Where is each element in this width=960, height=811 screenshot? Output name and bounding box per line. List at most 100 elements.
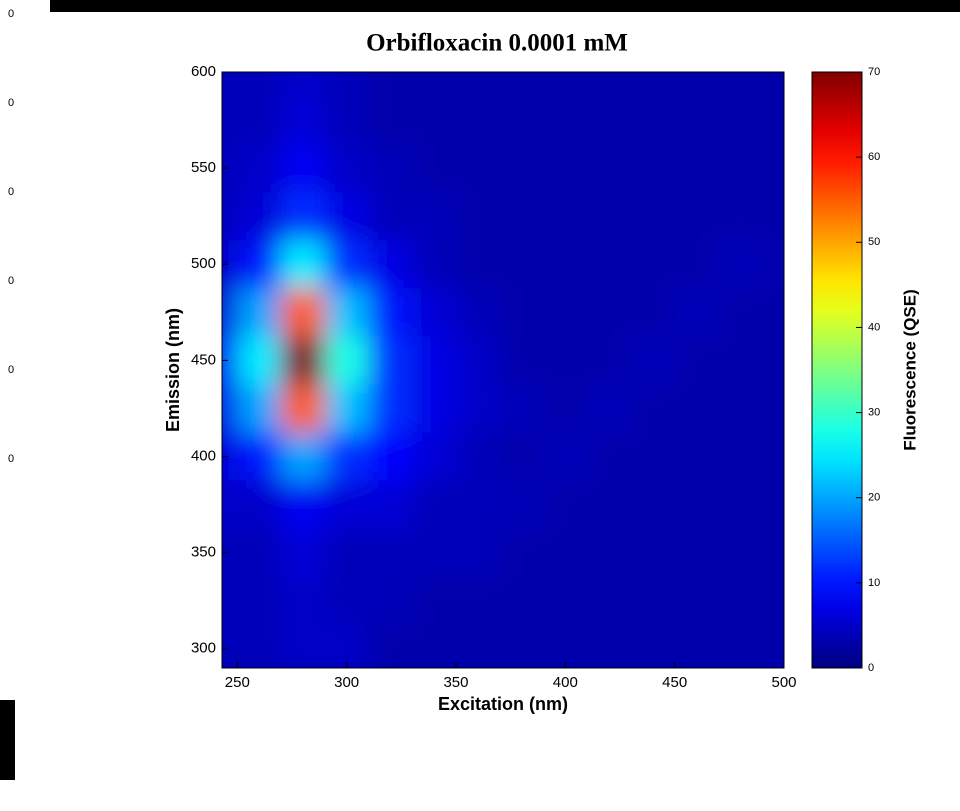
- heatmap-cell: [412, 624, 457, 668]
- heatmap-cell: [222, 192, 238, 241]
- heatmap-cell: [237, 432, 282, 482]
- heatmap-cell: [630, 288, 676, 337]
- heatmap-cell: [674, 144, 719, 193]
- heatmap-cell: [368, 384, 413, 433]
- heatmap-cell: [412, 432, 457, 482]
- heatmap-cell: [324, 192, 370, 241]
- fragment-label: 0: [8, 275, 14, 287]
- y-axis-label: Emission (nm): [163, 308, 183, 432]
- heatmap-cell: [718, 288, 763, 337]
- x-axis-label: Excitation (nm): [438, 694, 568, 714]
- heatmap-cell: [222, 528, 238, 578]
- heatmap-cell: [499, 144, 544, 193]
- x-tick-label: 300: [334, 674, 359, 691]
- heatmap-cell: [674, 288, 719, 337]
- x-tick-label: 350: [443, 674, 468, 691]
- heatmap-cell: [674, 240, 719, 289]
- heatmap-cell: [222, 96, 238, 145]
- fragment-label: 0: [8, 364, 14, 376]
- top-bar: [50, 0, 960, 12]
- colorbar: [811, 71, 863, 669]
- heatmap-cell: [718, 624, 763, 668]
- heatmap-cell: [412, 72, 457, 97]
- heatmap-cell: [455, 432, 501, 482]
- heatmap-cell: [543, 144, 588, 193]
- heatmap-cell: [543, 432, 588, 482]
- heatmap-cell: [543, 624, 588, 668]
- heatmap-cell: [543, 288, 588, 337]
- heatmap-cell: [455, 288, 501, 337]
- heatmap-cell: [237, 480, 282, 530]
- x-tick-label: 400: [553, 674, 578, 691]
- heatmap-cell: [762, 528, 784, 578]
- heatmap-cell: [587, 528, 632, 578]
- heatmap-cell: [718, 96, 763, 145]
- colorbar-tick-label: 50: [868, 236, 880, 248]
- heatmap-cell: [412, 192, 457, 241]
- heatmap-cell: [237, 336, 282, 385]
- heatmap-cell: [630, 432, 676, 482]
- fragment-label: 0: [8, 8, 14, 20]
- colorbar-tick-label: 40: [868, 321, 880, 333]
- heatmap-cell: [543, 576, 588, 626]
- heatmap-cell: [412, 336, 457, 385]
- heatmap-cell: [368, 480, 413, 530]
- heatmap-cell: [281, 72, 326, 97]
- heatmap-cell: [237, 288, 282, 337]
- fragment-label: 0: [8, 186, 14, 198]
- heatmap-cell: [412, 528, 457, 578]
- heatmap-cell: [222, 288, 238, 337]
- heatmap-cell: [718, 72, 763, 97]
- heatmap-cell: [762, 336, 784, 385]
- heatmap-cell: [222, 624, 238, 668]
- heatmap-cell: [237, 528, 282, 578]
- heatmap-cell: [718, 336, 763, 385]
- heatmap-cell: [222, 240, 238, 289]
- side-block: [0, 700, 15, 780]
- heatmap-cell: [543, 72, 588, 97]
- heatmap-cell: [324, 624, 370, 668]
- heatmap-cell: [281, 576, 326, 626]
- heatmap-cell: [455, 624, 501, 668]
- y-tick-label: 350: [191, 544, 216, 561]
- colorbar-tick-label: 20: [868, 492, 880, 504]
- heatmap-cell: [674, 384, 719, 433]
- heatmap-cell: [222, 480, 238, 530]
- heatmap-cell: [237, 96, 282, 145]
- heatmap-cell: [222, 432, 238, 482]
- colorbar-tick-label: 30: [868, 406, 880, 418]
- heatmap-cell: [587, 432, 632, 482]
- heatmap-cell: [368, 96, 413, 145]
- heatmap-cell: [630, 192, 676, 241]
- heatmap-cell: [237, 384, 282, 433]
- heatmap-cell: [455, 72, 501, 97]
- heatmap-cell: [762, 288, 784, 337]
- heatmap-cell: [281, 624, 326, 668]
- y-tick-label: 400: [191, 447, 216, 464]
- heatmap-cell: [455, 192, 501, 241]
- heatmap-cell: [412, 480, 457, 530]
- heatmap-cell: [455, 240, 501, 289]
- heatmap-cell: [499, 384, 544, 433]
- heatmap-cell: [587, 288, 632, 337]
- heatmap-cell: [762, 240, 784, 289]
- heatmap: [222, 72, 784, 668]
- heatmap-cell: [368, 528, 413, 578]
- x-tick-label: 450: [662, 674, 687, 691]
- heatmap-cell: [368, 576, 413, 626]
- x-tick-label: 250: [225, 674, 250, 691]
- heatmap-cell: [368, 288, 413, 337]
- heatmap-cell: [324, 432, 370, 482]
- heatmap-cell: [455, 480, 501, 530]
- heatmap-cell: [587, 72, 632, 97]
- heatmap-cell: [281, 288, 326, 337]
- heatmap-cell: [368, 336, 413, 385]
- heatmap-cell: [630, 240, 676, 289]
- heatmap-cell: [587, 480, 632, 530]
- y-tick-label: 450: [191, 351, 216, 368]
- heatmap-cell: [222, 384, 238, 433]
- heatmap-cell: [499, 528, 544, 578]
- heatmap-cell: [237, 72, 282, 97]
- heatmap-cell: [762, 432, 784, 482]
- heatmap-cell: [718, 384, 763, 433]
